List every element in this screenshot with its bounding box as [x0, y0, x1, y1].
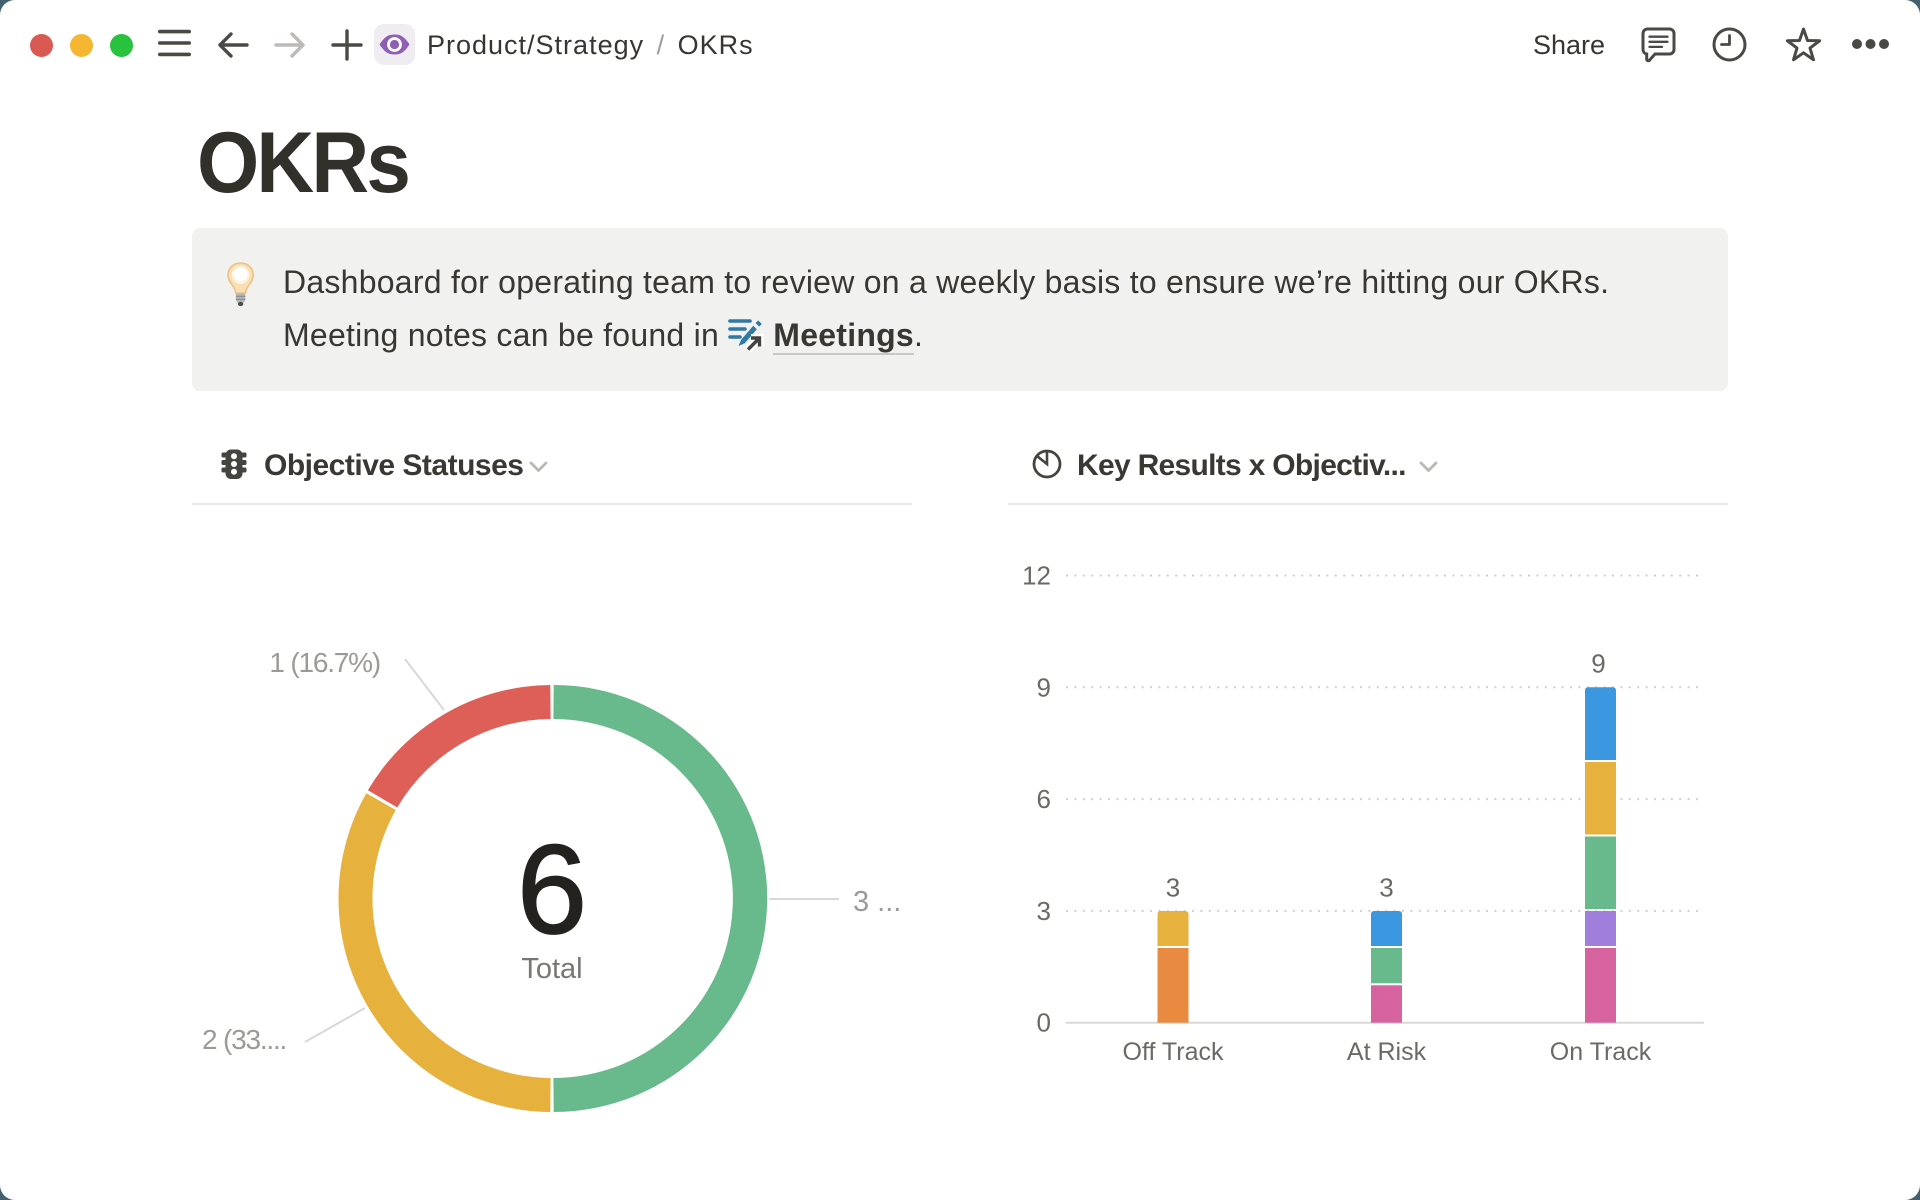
svg-text:9: 9	[1037, 672, 1051, 702]
svg-text:3: 3	[1379, 873, 1393, 903]
svg-text:At Risk: At Risk	[1347, 1038, 1427, 1066]
svg-text:12: 12	[1022, 561, 1051, 591]
svg-text:Off Track: Off Track	[1123, 1038, 1224, 1066]
svg-text:9: 9	[1591, 649, 1605, 679]
svg-text:0: 0	[1037, 1008, 1051, 1038]
svg-text:6: 6	[1037, 784, 1051, 814]
svg-text:3: 3	[1037, 896, 1051, 926]
svg-text:On Track: On Track	[1550, 1038, 1652, 1066]
svg-text:3: 3	[1166, 873, 1180, 903]
